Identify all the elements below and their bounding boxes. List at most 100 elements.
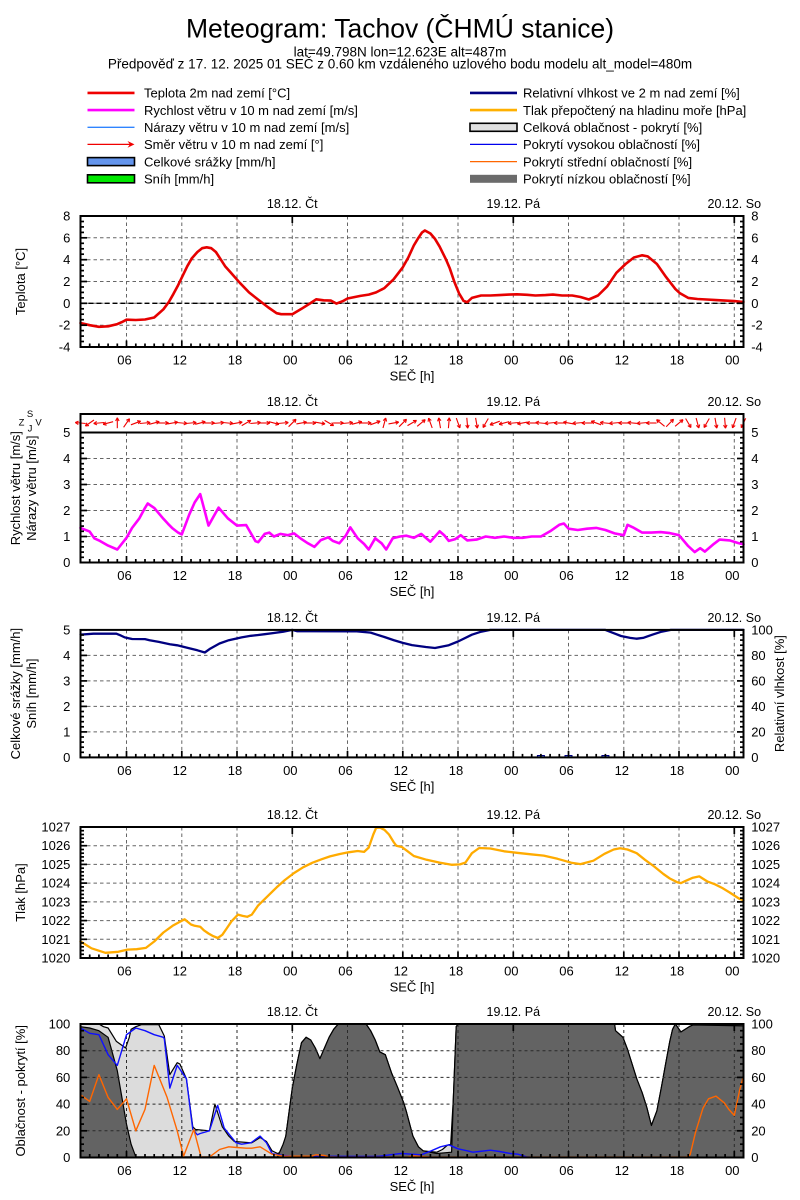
svg-text:00: 00 <box>504 763 518 778</box>
svg-text:80: 80 <box>751 1043 765 1058</box>
svg-text:00: 00 <box>283 964 297 979</box>
svg-text:12: 12 <box>615 568 629 583</box>
svg-text:40: 40 <box>751 1097 765 1112</box>
svg-text:0: 0 <box>751 1150 758 1165</box>
svg-text:18: 18 <box>228 568 242 583</box>
svg-text:2: 2 <box>751 503 758 518</box>
svg-text:00: 00 <box>283 568 297 583</box>
svg-text:5: 5 <box>751 425 758 440</box>
svg-text:3: 3 <box>63 673 70 688</box>
svg-text:6: 6 <box>751 230 758 245</box>
svg-text:Sníh [mm/h]: Sníh [mm/h] <box>24 659 39 729</box>
svg-text:00: 00 <box>725 353 739 368</box>
svg-text:06: 06 <box>559 964 573 979</box>
svg-text:06: 06 <box>338 763 352 778</box>
svg-text:0: 0 <box>63 296 70 311</box>
svg-text:12: 12 <box>615 1163 629 1178</box>
svg-text:5: 5 <box>63 425 70 440</box>
svg-text:00: 00 <box>283 1163 297 1178</box>
svg-text:0: 0 <box>751 750 758 765</box>
svg-text:18: 18 <box>670 1163 684 1178</box>
svg-text:S: S <box>27 409 33 420</box>
svg-text:Oblačnost - pokrytí [%]: Oblačnost - pokrytí [%] <box>13 1025 28 1157</box>
svg-text:Rychlost větru [m/s]: Rychlost větru [m/s] <box>8 431 23 545</box>
svg-text:1021: 1021 <box>41 932 70 947</box>
svg-text:lat=49.798N lon=12.623E alt=48: lat=49.798N lon=12.623E alt=487m <box>294 45 507 60</box>
svg-text:06: 06 <box>117 763 131 778</box>
svg-text:Teplota [°C]: Teplota [°C] <box>13 248 28 315</box>
svg-text:SEČ [h]: SEČ [h] <box>390 369 435 384</box>
svg-text:18: 18 <box>228 1163 242 1178</box>
svg-text:18: 18 <box>228 763 242 778</box>
svg-text:Nárazy větru [m/s]: Nárazy větru [m/s] <box>24 435 39 540</box>
svg-text:20.12. So: 20.12. So <box>708 395 762 409</box>
svg-text:18: 18 <box>228 964 242 979</box>
svg-text:100: 100 <box>751 622 773 637</box>
svg-text:Rychlost větru v 10 m nad zemí: Rychlost větru v 10 m nad zemí [m/s] <box>144 103 358 118</box>
svg-text:2: 2 <box>751 274 758 289</box>
svg-text:1: 1 <box>751 529 758 544</box>
svg-text:V: V <box>35 418 42 429</box>
svg-text:19.12. Pá: 19.12. Pá <box>487 1005 541 1019</box>
svg-text:12: 12 <box>173 353 187 368</box>
svg-text:18.12. Čt: 18.12. Čt <box>267 610 318 625</box>
svg-text:0: 0 <box>63 750 70 765</box>
svg-text:Pokrytí vysokou oblačností [%]: Pokrytí vysokou oblačností [%] <box>523 137 700 152</box>
svg-text:20: 20 <box>751 1123 765 1138</box>
svg-text:00: 00 <box>283 763 297 778</box>
svg-text:Směr větru v 10 m nad zemí [°]: Směr větru v 10 m nad zemí [°] <box>144 137 323 152</box>
svg-text:100: 100 <box>49 1017 71 1032</box>
svg-text:12: 12 <box>394 353 408 368</box>
svg-text:12: 12 <box>173 568 187 583</box>
svg-text:2: 2 <box>63 503 70 518</box>
svg-text:20: 20 <box>751 724 765 739</box>
svg-text:1020: 1020 <box>41 951 70 966</box>
svg-text:60: 60 <box>751 673 765 688</box>
svg-text:3: 3 <box>751 477 758 492</box>
svg-text:2: 2 <box>63 699 70 714</box>
svg-text:18: 18 <box>449 1163 463 1178</box>
svg-text:5: 5 <box>63 622 70 637</box>
svg-text:1023: 1023 <box>41 894 70 909</box>
svg-text:00: 00 <box>725 763 739 778</box>
svg-text:6: 6 <box>63 230 70 245</box>
svg-text:-2: -2 <box>751 318 763 333</box>
svg-text:1020: 1020 <box>751 951 780 966</box>
svg-text:20.12. So: 20.12. So <box>708 1005 762 1019</box>
svg-text:4: 4 <box>751 451 758 466</box>
svg-text:1022: 1022 <box>41 913 70 928</box>
svg-text:18.12. Čt: 18.12. Čt <box>267 807 318 822</box>
svg-text:Sníh [mm/h]: Sníh [mm/h] <box>144 172 214 187</box>
svg-text:06: 06 <box>117 1163 131 1178</box>
svg-text:8: 8 <box>751 209 758 224</box>
svg-text:Celková oblačnost - pokrytí [%: Celková oblačnost - pokrytí [%] <box>523 120 702 135</box>
svg-text:00: 00 <box>725 964 739 979</box>
svg-text:00: 00 <box>725 568 739 583</box>
svg-text:Meteogram: Tachov (ČHMÚ stanic: Meteogram: Tachov (ČHMÚ stanice) <box>186 14 614 44</box>
svg-text:1024: 1024 <box>751 876 780 891</box>
svg-text:06: 06 <box>338 568 352 583</box>
svg-text:06: 06 <box>338 1163 352 1178</box>
svg-text:1: 1 <box>63 724 70 739</box>
svg-text:00: 00 <box>504 568 518 583</box>
svg-text:20.12. So: 20.12. So <box>708 197 762 211</box>
svg-text:4: 4 <box>63 451 70 466</box>
svg-text:1: 1 <box>63 529 70 544</box>
svg-text:1026: 1026 <box>41 838 70 853</box>
svg-text:20: 20 <box>56 1123 70 1138</box>
svg-text:SEČ [h]: SEČ [h] <box>390 1179 435 1194</box>
svg-text:60: 60 <box>56 1070 70 1085</box>
svg-text:3: 3 <box>63 477 70 492</box>
svg-text:06: 06 <box>559 353 573 368</box>
svg-text:-4: -4 <box>751 340 763 355</box>
svg-text:20.12. So: 20.12. So <box>708 611 762 625</box>
svg-text:0: 0 <box>63 1150 70 1165</box>
svg-text:Předpověď z 17. 12. 2025 01 SE: Předpověď z 17. 12. 2025 01 SEČ z 0.60 k… <box>108 57 692 72</box>
svg-text:18.12. Čt: 18.12. Čt <box>267 1004 318 1019</box>
svg-text:40: 40 <box>751 699 765 714</box>
svg-text:19.12. Pá: 19.12. Pá <box>487 611 541 625</box>
svg-text:18.12. Čt: 18.12. Čt <box>267 394 318 409</box>
svg-text:00: 00 <box>504 964 518 979</box>
svg-text:2: 2 <box>63 274 70 289</box>
svg-text:06: 06 <box>559 568 573 583</box>
